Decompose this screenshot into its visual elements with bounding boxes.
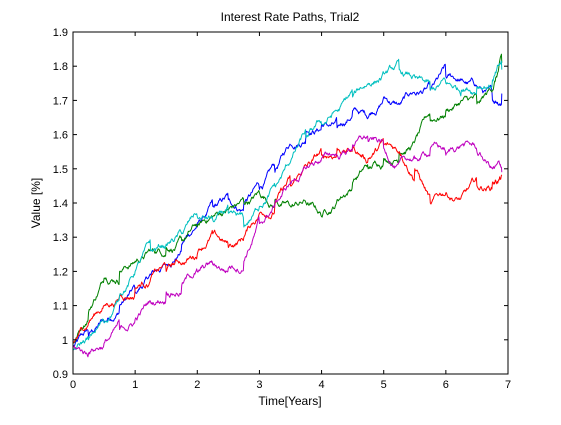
x-tick-label: 2 [194, 379, 200, 391]
y-tick-label: 1.9 [53, 27, 68, 39]
y-tick-label: 1 [62, 335, 68, 347]
x-tick-label: 1 [132, 379, 138, 391]
y-tick-label: 0.9 [53, 369, 68, 381]
series-line-1 [72, 63, 503, 347]
y-axis-label: Value [%] [29, 178, 43, 228]
series-line-5 [72, 135, 503, 358]
y-axis: 0.9 1 1.1 1.2 1.3 1.4 1.5 1.6 1.7 1.8 1.9 [53, 27, 508, 381]
y-tick-label: 1.6 [53, 130, 68, 142]
series-line-3 [72, 138, 503, 344]
y-tick-label: 1.4 [53, 198, 68, 210]
chart-title: Interest Rate Paths, Trial2 [221, 10, 360, 24]
x-axis: 0 1 2 3 4 5 6 7 [70, 32, 511, 391]
x-tick-label: 5 [381, 379, 387, 391]
y-tick-label: 1.3 [53, 232, 68, 244]
y-tick-label: 1.1 [53, 301, 68, 313]
x-axis-label: Time[Years] [258, 394, 321, 408]
series-layer [72, 53, 503, 358]
x-tick-label: 7 [505, 379, 511, 391]
y-tick-label: 1.5 [53, 164, 68, 176]
y-tick-label: 1.7 [53, 95, 68, 107]
x-tick-label: 6 [443, 379, 449, 391]
series-line-2 [72, 53, 503, 344]
series-line-4 [72, 58, 503, 351]
x-tick-label: 4 [319, 379, 325, 391]
x-tick-label: 0 [70, 379, 76, 391]
y-tick-label: 1.2 [53, 266, 68, 278]
x-tick-label: 3 [256, 379, 262, 391]
y-tick-label: 1.8 [53, 61, 68, 73]
plot-area [73, 32, 508, 374]
